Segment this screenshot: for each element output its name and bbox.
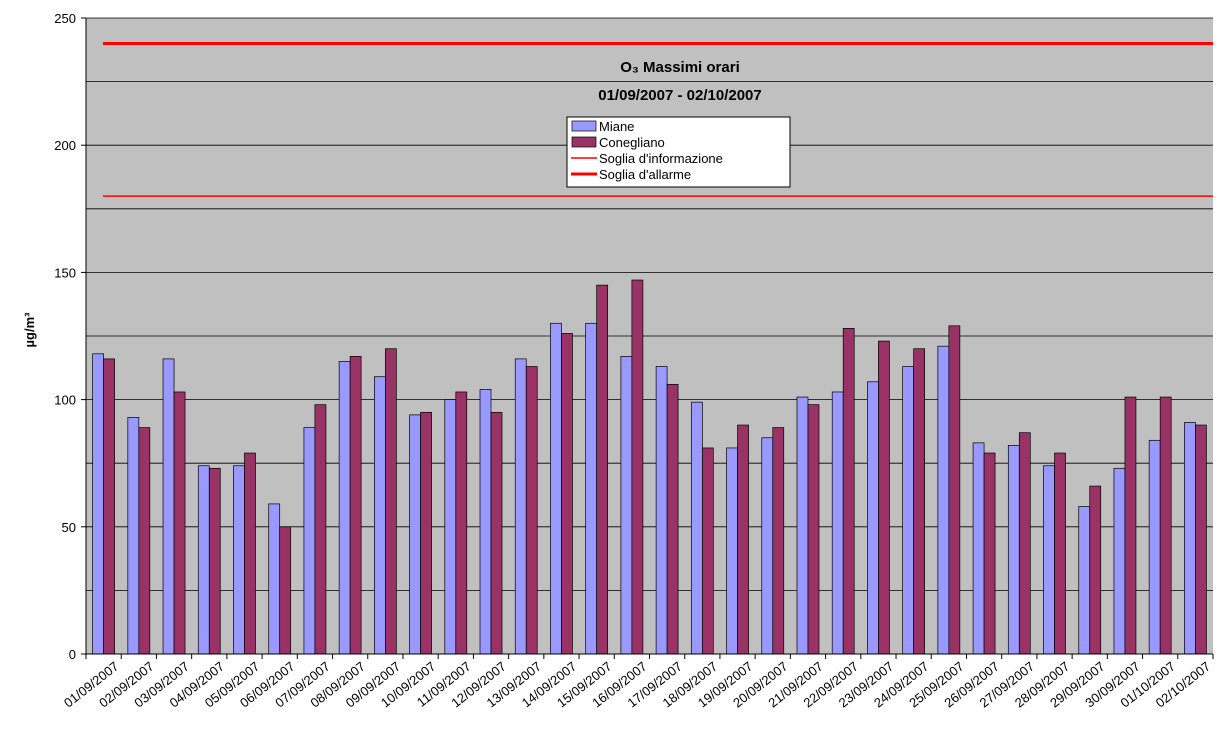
y-tick-label: 0: [69, 647, 76, 662]
bar: [127, 417, 140, 655]
bar: [867, 381, 879, 655]
bar: [197, 465, 210, 655]
bar: [1113, 467, 1126, 655]
bar: [1159, 396, 1172, 655]
y-tick-label: 50: [62, 520, 76, 535]
bar: [596, 284, 609, 655]
bar: [561, 333, 573, 655]
bar: [701, 447, 714, 655]
bar: [878, 340, 890, 655]
bar: [244, 452, 256, 655]
bar: [385, 348, 397, 655]
y-tick-label: 250: [54, 11, 76, 26]
bar: [972, 442, 985, 655]
y-tick-label: 200: [54, 138, 76, 153]
bar: [349, 356, 362, 655]
bar: [842, 328, 855, 655]
bar: [948, 325, 961, 655]
bar: [1054, 452, 1066, 655]
bar: [550, 322, 562, 655]
bar: [655, 366, 668, 655]
bar: [831, 391, 844, 655]
bar: [525, 366, 538, 655]
legend-swatch: [571, 136, 597, 148]
bar: [208, 467, 221, 655]
bar: [514, 358, 527, 655]
bar: [807, 404, 820, 655]
bar: [374, 376, 386, 655]
bar: [983, 452, 996, 655]
bar: [620, 356, 633, 655]
bar: [902, 366, 914, 655]
bar: [666, 383, 679, 655]
bar: [138, 427, 151, 655]
bar: [737, 424, 749, 655]
bar: [92, 353, 104, 655]
bar: [796, 396, 809, 655]
bar: [1007, 445, 1020, 655]
y-tick-label: 100: [54, 393, 76, 408]
legend-label: Conegliano: [599, 135, 665, 150]
bar: [726, 447, 738, 655]
bar: [690, 401, 703, 655]
bar: [162, 358, 175, 655]
bar: [1148, 439, 1161, 655]
y-tick-label: 150: [54, 265, 76, 280]
bar: [444, 399, 457, 655]
bar: [268, 503, 281, 655]
bar: [279, 526, 292, 655]
bar: [772, 427, 785, 655]
legend-label: Soglia d'allarme: [599, 167, 691, 182]
bar: [233, 465, 245, 655]
bar: [761, 437, 774, 655]
bar: [173, 391, 186, 655]
bar: [1043, 465, 1055, 655]
bar: [303, 427, 316, 655]
legend-label: Miane: [599, 119, 634, 134]
bar: [1184, 422, 1196, 655]
bar: [479, 389, 492, 655]
bar: [1124, 396, 1137, 655]
bar: [490, 411, 503, 655]
bar: [631, 279, 644, 655]
chart-title: O₃ Massimi orari: [620, 59, 739, 76]
legend-box: [566, 116, 791, 188]
bar: [409, 414, 421, 655]
bar: [314, 404, 327, 655]
bar: [338, 361, 351, 655]
chart-subtitle: 01/09/2007 - 02/10/2007: [598, 87, 761, 104]
y-axis-label: µg/m³: [22, 312, 37, 348]
bar: [585, 322, 598, 655]
bar: [1195, 424, 1207, 655]
bar: [1078, 506, 1091, 655]
bar: [455, 391, 468, 655]
legend-label: Soglia d'informazione: [599, 151, 723, 166]
bar: [1089, 485, 1102, 655]
bar: [1018, 432, 1031, 655]
bar: [913, 348, 925, 655]
legend-swatch: [571, 120, 597, 132]
bar: [420, 411, 432, 655]
bar: [937, 345, 950, 655]
bar: [103, 358, 115, 655]
